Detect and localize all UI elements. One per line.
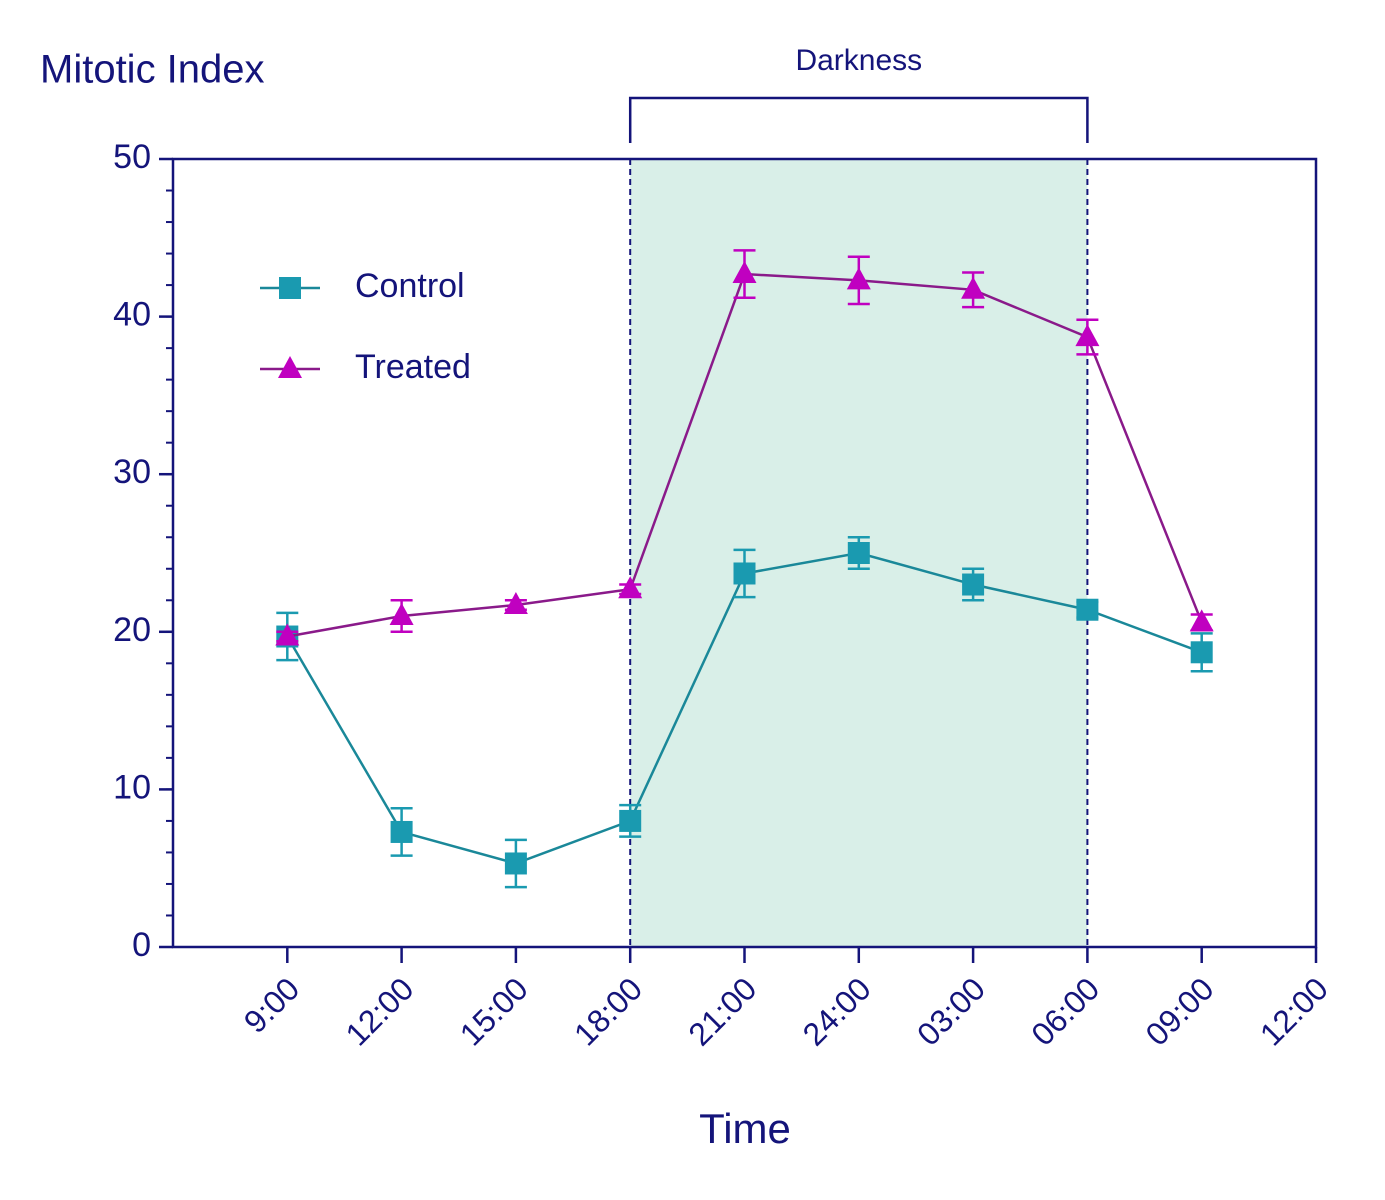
marker [618, 576, 643, 599]
marker [846, 267, 871, 290]
legend-label: Control [355, 267, 465, 305]
marker [390, 820, 413, 843]
legend-marker [278, 356, 302, 378]
marker [733, 562, 756, 585]
legend-marker [279, 277, 301, 299]
marker [961, 276, 986, 299]
marker [1075, 324, 1100, 347]
x-tick-label: 09:00 [1139, 970, 1221, 1052]
x-tick-label: 9:00 [237, 970, 306, 1039]
y-axis-title: Mitotic Index [40, 48, 265, 92]
x-tick-label: 12:00 [1253, 970, 1335, 1052]
marker [1076, 598, 1099, 621]
y-tick-label: 40 [113, 296, 151, 334]
x-tick-label: 15:00 [453, 970, 535, 1052]
marker [619, 809, 642, 832]
marker [732, 261, 757, 284]
y-tick-label: 0 [132, 926, 151, 964]
region-bracket [628, 96, 1089, 143]
x-tick-label: 12:00 [338, 970, 420, 1052]
marker [1189, 609, 1214, 632]
x-tick-label: 18:00 [567, 970, 649, 1052]
x-tick-label: 24:00 [796, 970, 878, 1052]
marker [504, 852, 527, 875]
region-label: Darkness [795, 44, 922, 77]
marker [275, 623, 300, 646]
y-tick-label: 30 [113, 453, 151, 491]
legend-label: Treated [355, 348, 471, 386]
y-tick-label: 50 [113, 138, 151, 176]
x-tick-label: 21:00 [681, 970, 763, 1052]
x-axis-title: Time [699, 1105, 791, 1152]
y-tick-label: 10 [113, 768, 151, 806]
y-tick-label: 20 [113, 611, 151, 649]
marker [503, 592, 528, 615]
marker [1190, 641, 1213, 664]
marker [389, 603, 414, 626]
marker [962, 573, 985, 596]
x-tick-label: 03:00 [910, 970, 992, 1052]
x-tick-label: 06:00 [1024, 970, 1106, 1052]
marker [847, 542, 870, 564]
